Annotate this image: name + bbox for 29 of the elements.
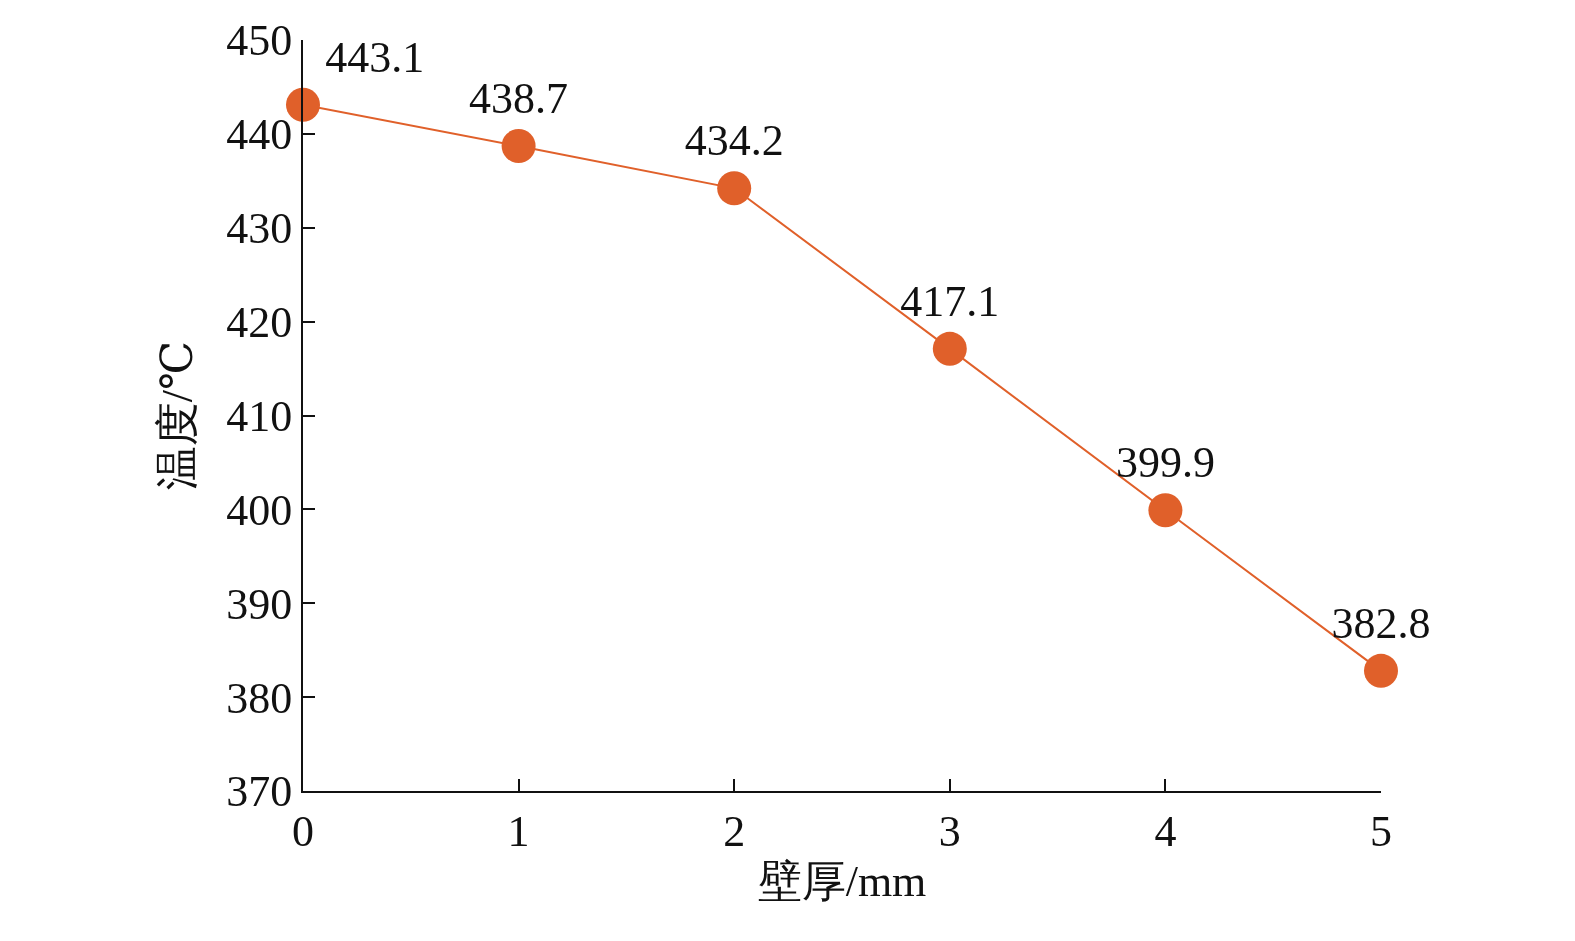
x-tick-label: 5 xyxy=(1370,806,1392,856)
x-tick-label: 0 xyxy=(292,806,314,856)
y-tick-label: 380 xyxy=(226,673,293,723)
x-tick-label: 1 xyxy=(507,806,530,856)
y-tick-label: 430 xyxy=(226,204,293,254)
x-tick-label: 2 xyxy=(723,806,746,856)
point xyxy=(1364,653,1398,688)
point xyxy=(286,87,320,122)
y-tick-label: 440 xyxy=(226,110,293,160)
data-label: 434.2 xyxy=(684,116,784,166)
x-axis-title: 壁厚/mm xyxy=(757,856,927,906)
y-tick-label: 400 xyxy=(226,485,293,535)
y-tick-label: 410 xyxy=(226,391,293,441)
y-axis-title: 温度/℃ xyxy=(152,340,202,491)
point xyxy=(717,171,752,206)
point xyxy=(1148,493,1183,528)
y-tick-label: 420 xyxy=(226,298,293,348)
data-label: 443.1 xyxy=(325,32,425,82)
data-label: 438.7 xyxy=(469,73,569,123)
x-tick-label: 4 xyxy=(1154,806,1177,856)
point xyxy=(501,129,536,164)
data-label: 417.1 xyxy=(900,276,1000,326)
y-tick-label: 450 xyxy=(226,16,293,66)
data-label: 399.9 xyxy=(1115,438,1215,488)
data-label: 382.8 xyxy=(1331,598,1431,648)
y-tick-label: 370 xyxy=(226,767,293,817)
y-tick-label: 390 xyxy=(226,579,293,629)
x-tick-label: 3 xyxy=(938,806,961,856)
point xyxy=(932,331,967,366)
